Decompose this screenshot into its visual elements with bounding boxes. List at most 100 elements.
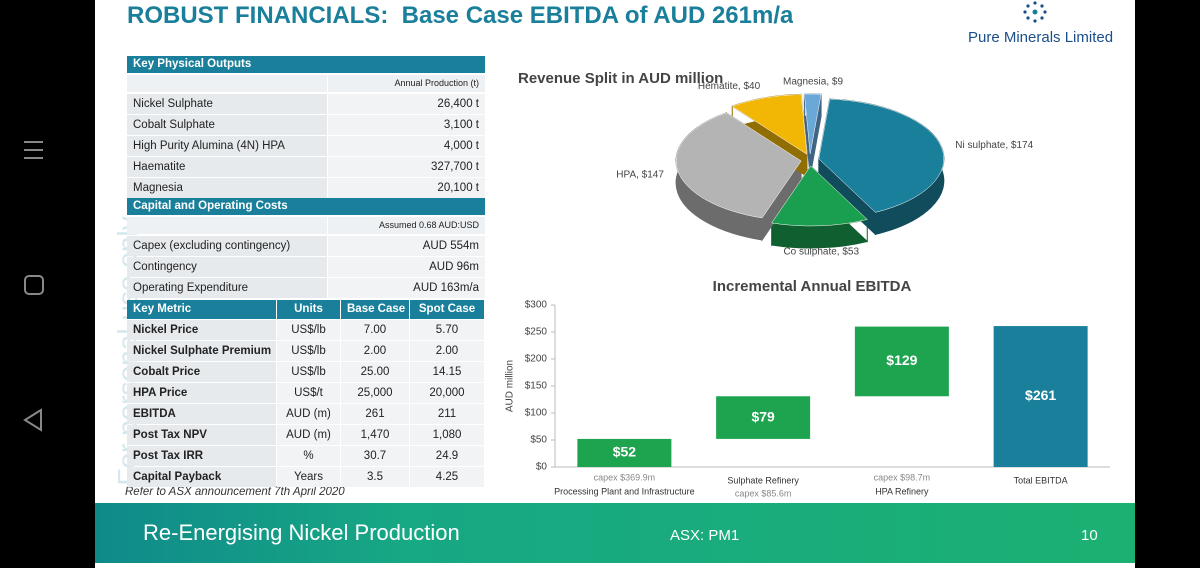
capex-note: capex $85.6m	[735, 488, 792, 498]
metric-value: 5.70	[410, 320, 484, 340]
bar	[716, 396, 811, 439]
metric-value: 261	[341, 404, 409, 424]
value-label: $52	[613, 444, 637, 460]
tables: Key Physical Outputs Annual Production (t…	[95, 0, 1135, 503]
metric-value: 25,000	[341, 383, 409, 403]
metric-name: Post Tax IRR	[127, 446, 276, 466]
metric-value: 30.7	[341, 446, 409, 466]
slide: ROBUST FINANCIALS: Base Case EBITDA of A…	[95, 0, 1135, 568]
chart-title: Revenue Split in AUD million	[518, 70, 723, 87]
row-value: 26,400 t	[328, 94, 485, 114]
metric-value: 24.9	[410, 446, 484, 466]
column-header: Units	[277, 300, 340, 319]
metric-value: US$/lb	[277, 362, 340, 382]
home-icon[interactable]	[24, 275, 44, 295]
metric-name: Nickel Sulphate Premium	[127, 341, 276, 361]
x-tick-label: Sulphate Refinery	[727, 475, 799, 485]
nav-bar	[23, 141, 44, 432]
row-label: Cobalt Sulphate	[127, 115, 327, 135]
footer-ticker: ASX: PM1	[670, 527, 740, 544]
menu-icon[interactable]	[24, 141, 43, 159]
section-header: Key Physical Outputs	[127, 56, 485, 73]
metric-value: US$/lb	[277, 341, 340, 361]
metric-value: %	[277, 446, 340, 466]
metric-name: HPA Price	[127, 383, 276, 403]
footer-tagline: Re-Energising Nickel Production	[143, 520, 460, 545]
charts: Revenue Split in AUD million Ni sulphate,…	[505, 70, 1110, 498]
capex-note: capex $369.9m	[594, 472, 656, 482]
logo-text: Pure Minerals Limited	[968, 29, 1114, 46]
metric-value: 4.25	[410, 467, 484, 487]
slice-label: Magnesia, $9	[783, 77, 843, 88]
value-label: $79	[751, 408, 775, 424]
unit-note-bg	[127, 75, 327, 92]
unit-note: Assumed 0.68 AUD:USD	[328, 217, 485, 234]
row-label: Capex (excluding contingency)	[127, 236, 327, 256]
footer-band	[95, 503, 1135, 563]
metric-value: 14.15	[410, 362, 484, 382]
logo-icon	[1023, 1, 1047, 23]
metric-value: US$/lb	[277, 320, 340, 340]
metric-value: 2.00	[341, 341, 409, 361]
y-tick-label: $0	[536, 462, 548, 473]
metric-name: Nickel Price	[127, 320, 276, 340]
y-axis-label: AUD million	[505, 360, 516, 412]
y-tick-label: $200	[525, 354, 548, 365]
slice-label: Ni sulphate, $174	[955, 140, 1033, 151]
column-header: Spot Case	[410, 300, 484, 319]
row-value: AUD 554m	[328, 236, 485, 256]
x-tick-label: Total EBITDA	[1014, 475, 1068, 485]
metric-name: Cobalt Price	[127, 362, 276, 382]
row-label: High Purity Alumina (4N) HPA	[127, 136, 327, 156]
metric-name: Post Tax NPV	[127, 425, 276, 445]
row-value: AUD 163m/a	[328, 278, 485, 298]
metric-value: 25.00	[341, 362, 409, 382]
pie-slice	[731, 94, 808, 155]
metric-value: AUD (m)	[277, 425, 340, 445]
y-tick-label: $50	[530, 435, 547, 446]
metric-value: 2.00	[410, 341, 484, 361]
y-tick-label: $250	[525, 327, 548, 338]
column-header: Key Metric	[127, 300, 276, 319]
row-label: Magnesia	[127, 178, 327, 198]
value-label: $261	[1025, 387, 1056, 403]
slice-label: Co sulphate, $53	[783, 246, 859, 257]
row-value: AUD 96m	[328, 257, 485, 277]
row-value: 4,000 t	[328, 136, 485, 156]
bar	[993, 326, 1088, 467]
metric-value: 20,000	[410, 383, 484, 403]
unit-note-bg	[127, 217, 327, 234]
column-header: Base Case	[341, 300, 409, 319]
page-number: 10	[1081, 527, 1098, 544]
slide-title: ROBUST FINANCIALS: Base Case EBITDA of A…	[127, 2, 794, 29]
pie-slice	[771, 165, 868, 227]
metric-value: 1,470	[341, 425, 409, 445]
pie-slice	[818, 98, 945, 213]
metric-value: Years	[277, 467, 340, 487]
metric-value: AUD (m)	[277, 404, 340, 424]
footnote: Refer to ASX announcement 7th April 2020	[125, 486, 345, 498]
unit-note: Annual Production (t)	[328, 75, 485, 92]
metric-value: 3.5	[341, 467, 409, 487]
back-icon[interactable]	[23, 408, 42, 432]
x-tick-label: Processing Plant and Infrastructure	[554, 486, 695, 496]
metric-value: 1,080	[410, 425, 484, 445]
y-tick-label: $150	[525, 381, 548, 392]
row-value: 3,100 t	[328, 115, 485, 135]
capex-note: capex $98.7m	[874, 472, 931, 482]
metric-name: Capital Payback	[127, 467, 276, 487]
metric-value: US$/t	[277, 383, 340, 403]
slice-label: HPA, $147	[616, 169, 664, 180]
row-label: Haematite	[127, 157, 327, 177]
row-value: 327,700 t	[328, 157, 485, 177]
row-value: 20,100 t	[328, 178, 485, 198]
row-label: Nickel Sulphate	[127, 94, 327, 114]
y-tick-label: $100	[525, 408, 548, 419]
row-label: Contingency	[127, 257, 327, 277]
value-label: $129	[886, 352, 917, 368]
metric-value: 211	[410, 404, 484, 424]
pie-slice	[675, 112, 802, 219]
section-header: Capital and Operating Costs	[127, 198, 485, 215]
row-label: Operating Expenditure	[127, 278, 327, 298]
